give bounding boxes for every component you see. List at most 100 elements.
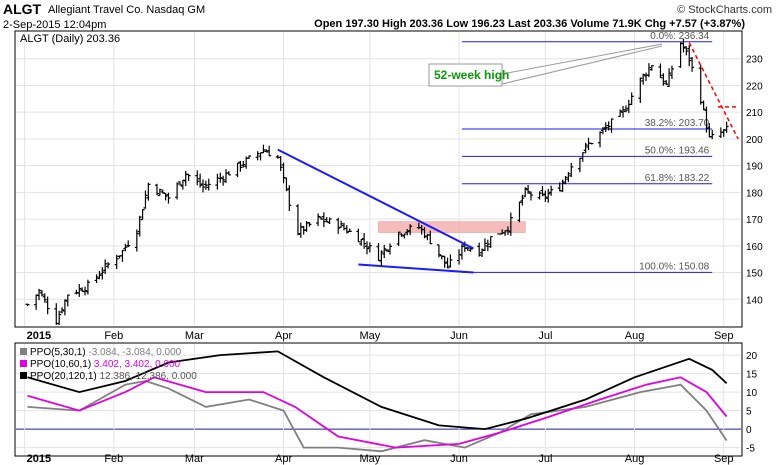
ohlc-bar: [65, 294, 70, 307]
y-tick-label: 5: [746, 407, 752, 418]
ohlc-bar: [382, 244, 387, 259]
callout-line-2: [501, 45, 663, 85]
ohlc-bar: [114, 254, 119, 269]
ohlc-bar: [646, 63, 651, 78]
ohlc-bar: [120, 249, 125, 262]
ohlc-bar: [241, 161, 246, 168]
price-x-axis: 2015 Feb Mar Apr May Jun Jul Aug Sep: [27, 330, 734, 342]
ohlc-bar: [669, 65, 674, 79]
y-tick-label: 220: [746, 81, 763, 92]
ohlc-bar: [687, 44, 692, 67]
ohlc-bar: [537, 191, 542, 200]
x-tick-label: Aug: [625, 330, 645, 342]
y-tick-label: 230: [746, 55, 763, 66]
ohlc-bar: [658, 63, 663, 79]
timestamp: 2-Sep-2015 12:04pm: [3, 19, 107, 31]
ohlc-bar: [206, 178, 211, 191]
ohlc-bar: [180, 179, 185, 190]
ohlc-bar: [287, 185, 292, 211]
price-y-axis: 140 150 160 170 180 190 200 210 220 230: [746, 55, 763, 307]
ohlc-bar: [569, 162, 574, 177]
x-tick-label: 2015: [27, 453, 51, 465]
ohlc-bar: [385, 249, 390, 253]
highlight-zone-group: [378, 221, 526, 233]
ohlc-bar: [641, 73, 646, 85]
y-tick-label: 20: [746, 351, 758, 362]
x-tick-label: Feb: [104, 330, 123, 342]
x-tick-label: Jul: [538, 453, 552, 465]
ohlc-bar: [39, 289, 44, 297]
ohlc-bar: [379, 250, 384, 267]
ohlc-bar: [97, 270, 102, 280]
y-tick-label: 10: [746, 388, 758, 399]
ppo-panel-frame: [14, 342, 743, 457]
ohlc-bar: [60, 307, 65, 314]
ohlc-bar: [123, 243, 128, 252]
x-tick-label: Apr: [275, 453, 292, 465]
ohlc-bar: [221, 175, 226, 186]
ohlc-bar: [57, 310, 62, 326]
ohlc-bar: [203, 180, 208, 191]
ohlc-bar: [177, 181, 182, 186]
ohlc-bar: [428, 230, 433, 245]
ohlc-bar: [701, 100, 706, 111]
ohlc-bar: [408, 224, 413, 236]
ohlc-bar: [540, 186, 545, 197]
support-trendline: [277, 148, 474, 250]
ohlc-bar: [388, 243, 393, 255]
ohlc-bar: [399, 233, 404, 237]
ohlc-bar: [606, 121, 611, 131]
ohlc-bar: [704, 106, 709, 133]
legend-label: PPO(5,30,1) -3.084, -3.084, 0.000: [30, 347, 182, 358]
ohlc-bar: [664, 80, 669, 86]
ohlc-bar: [396, 231, 401, 247]
trendlines-group: [277, 42, 739, 274]
ohlc-bar: [186, 173, 191, 181]
ppo-y-axis: -5 0 5 10 15 20: [746, 351, 758, 455]
ohlc-bar: [618, 109, 623, 118]
ohlc-bar: [134, 229, 139, 252]
y-tick-label: 0: [746, 425, 752, 436]
ohlc-bar: [140, 209, 145, 221]
ohlc-bar: [520, 194, 525, 206]
ohlc-bar: [255, 151, 260, 161]
y-tick-label: -5: [746, 444, 755, 455]
ohlc-bar: [661, 73, 666, 86]
ohlc-bar: [359, 238, 364, 246]
ohlc-bar: [681, 39, 686, 53]
resistance-trendline: [688, 42, 739, 140]
ohlc-bar: [523, 187, 528, 198]
ohlc-bar: [566, 172, 571, 183]
ppo-legend: PPO(5,30,1) -3.084, -3.084, 0.000PPO(10,…: [20, 347, 197, 382]
fib-label: 0.0%: 236.34: [650, 31, 709, 42]
ppo-x-axis: 2015 Feb Mar Apr May Jun Jul Aug Sep: [27, 453, 734, 465]
ohlc-bar: [324, 217, 329, 223]
ohlc-bar: [505, 226, 510, 235]
ohlc-bar: [405, 228, 410, 236]
ohlc-bar: [321, 212, 326, 228]
y-tick-label: 140: [746, 295, 763, 306]
ohlc-bar: [356, 228, 361, 243]
ohlc-bar: [422, 227, 427, 239]
x-tick-label: May: [359, 453, 380, 465]
ohlc-bar: [362, 232, 367, 249]
ohlc-bar: [278, 156, 283, 172]
ohlc-bar: [226, 171, 231, 176]
y-tick-label: 160: [746, 242, 763, 253]
callout-box: [428, 63, 503, 87]
ohlc-bar: [638, 77, 643, 103]
ohlc-bar: [198, 173, 203, 188]
ohlc-bar: [367, 242, 372, 253]
ohlc-bar: [201, 179, 206, 193]
ohlc-bar: [42, 293, 47, 303]
ohlc-bar: [724, 121, 729, 133]
callout-line-1: [501, 43, 663, 75]
legend-label: PPO(20,120,1) 12.386, 12.386, 0.000: [30, 371, 197, 382]
ohlc-bar: [603, 122, 608, 133]
ohlc-bar: [154, 183, 159, 196]
fibonacci-group: 0.0%: 236.34 38.2%: 203.70 50.0%: 193.46 61…: [461, 31, 713, 273]
ohlc-bar: [488, 235, 493, 248]
legend-swatch: [20, 372, 27, 379]
y-tick-label: 190: [746, 162, 763, 173]
